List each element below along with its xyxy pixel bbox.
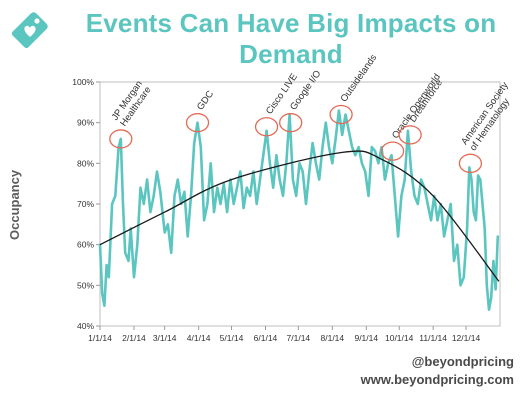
title-line-1: Events Can Have Big Impacts on	[85, 8, 497, 38]
event-circle	[458, 153, 483, 173]
event-circle	[254, 117, 279, 137]
event-label: Outsidelands	[339, 52, 380, 104]
event-circle	[279, 113, 303, 133]
y-tick-label: 50%	[77, 280, 94, 290]
x-tick-label: 3/1/14	[153, 333, 177, 343]
x-tick-label: 4/1/14	[187, 333, 211, 343]
event-circle	[109, 129, 133, 149]
trend-line	[99, 150, 500, 282]
x-tick-label: 2/1/14	[122, 333, 146, 343]
x-tick-label: 9/1/14	[354, 333, 378, 343]
y-tick-label: 90%	[77, 118, 94, 128]
y-tick-label: 100%	[72, 77, 94, 87]
event-circle	[398, 125, 422, 145]
event-circle	[380, 141, 405, 161]
website-url: www.beyondpricing.com	[360, 372, 514, 387]
event-circle	[329, 104, 353, 125]
y-tick-label: 60%	[77, 240, 94, 250]
x-tick-label: 11/1/14	[419, 333, 447, 343]
y-tick-label: 40%	[77, 321, 94, 331]
event-label: American Societyof Hematology	[459, 80, 519, 153]
title-line-2: Demand	[239, 39, 343, 69]
event-label-line: GDC	[195, 89, 216, 113]
occupancy-series-line	[98, 109, 500, 312]
twitter-handle: @beyondpricing	[411, 354, 514, 369]
page-title: Events Can Have Big Impacts on Demand	[60, 8, 522, 70]
event-label: JP MorganHealthcare	[110, 79, 154, 129]
event-label: GDC	[195, 89, 216, 113]
y-tick-label: 70%	[77, 199, 94, 209]
x-tick-label: 5/1/14	[220, 333, 244, 343]
x-tick-label: 8/1/14	[321, 333, 345, 343]
x-tick-label: 7/1/14	[287, 333, 311, 343]
x-tick-label: 6/1/14	[254, 333, 278, 343]
event-label-line: Outsidelands	[339, 52, 380, 104]
x-tick-label: 1/1/14	[88, 333, 112, 343]
y-tick-label: 80%	[77, 158, 94, 168]
tag-heart-icon	[11, 12, 48, 49]
event-circle	[185, 113, 210, 133]
x-tick-label: 10/1/14	[385, 333, 414, 343]
x-tick-label: 12/1/14	[452, 333, 481, 343]
